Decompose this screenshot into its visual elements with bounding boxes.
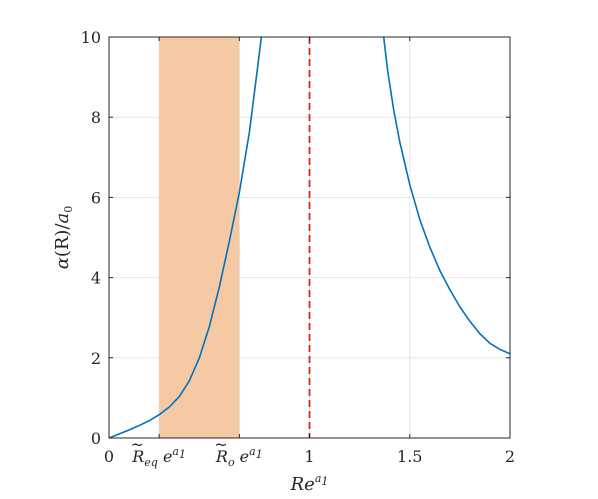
y-tick-label-2: 4 [91, 269, 101, 288]
series-line-1 [109, 37, 263, 438]
x-axis-label: Rea1 [290, 472, 329, 495]
data-series [109, 37, 510, 438]
y-tick-label-1: 2 [91, 349, 101, 368]
x-tick-tilde-2: ~ [214, 435, 227, 454]
y-tick-label-4: 8 [91, 108, 101, 127]
y-tick-label-5: 10 [81, 28, 101, 47]
x-tick-tilde-1: ~ [131, 435, 144, 454]
x-tick-label-3: 1 [304, 447, 314, 466]
x-tick-label-1: Req ea1 [131, 445, 186, 469]
y-axis-label: α(R)/a0 [52, 206, 75, 270]
axis-labels: Rea1 α(R)/a0 [52, 206, 328, 495]
y-tick-label-3: 6 [91, 188, 101, 207]
x-tick-label-0: 0 [104, 447, 114, 466]
shaded-region [159, 37, 240, 438]
x-tick-label-2: Ro ea1 [215, 445, 263, 469]
y-tick-label-0: 0 [91, 429, 101, 448]
series-line-2 [382, 37, 510, 355]
x-tick-label-5: 2 [505, 447, 515, 466]
x-tick-label-4: 1.5 [397, 447, 422, 466]
